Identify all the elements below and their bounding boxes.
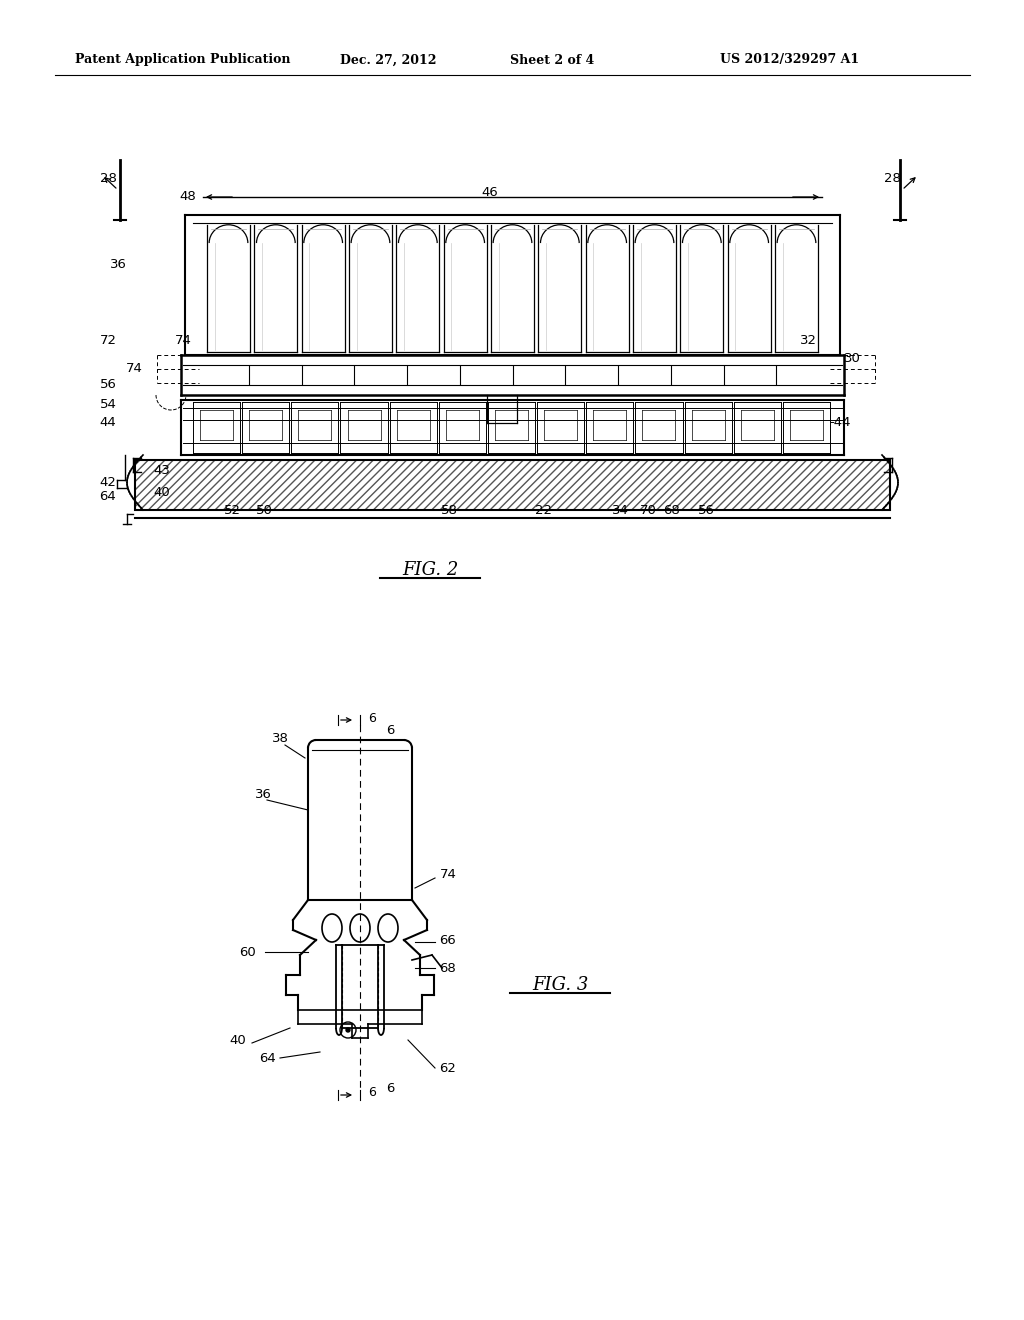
Text: US 2012/329297 A1: US 2012/329297 A1 [720,54,859,66]
Text: 74: 74 [439,869,457,882]
Text: 52: 52 [223,503,241,516]
Text: 62: 62 [439,1061,457,1074]
Circle shape [346,1028,350,1032]
Text: FIG. 3: FIG. 3 [531,975,588,994]
Text: 36: 36 [255,788,271,801]
Text: 6: 6 [386,1081,394,1094]
Text: 40: 40 [154,486,170,499]
Text: 64: 64 [99,490,117,503]
Text: FIG. 2: FIG. 2 [401,561,458,579]
Text: Patent Application Publication: Patent Application Publication [75,54,291,66]
Text: 74: 74 [174,334,191,346]
Text: 58: 58 [440,503,458,516]
Text: 50: 50 [256,503,272,516]
Text: Dec. 27, 2012: Dec. 27, 2012 [340,54,436,66]
Text: 74: 74 [126,362,142,375]
Text: 44: 44 [99,417,117,429]
Text: 6: 6 [368,1086,376,1100]
Bar [136,461,889,510]
Text: 70: 70 [640,503,656,516]
Text: 6: 6 [368,711,376,725]
Text: 34: 34 [611,503,629,516]
Text: 60: 60 [240,945,256,958]
Text: Sheet 2 of 4: Sheet 2 of 4 [510,54,594,66]
Text: 43: 43 [154,463,170,477]
Text: 64: 64 [260,1052,276,1064]
Text: 56: 56 [697,503,715,516]
Text: -44: -44 [829,417,851,429]
Text: 6: 6 [386,723,394,737]
Text: 36: 36 [110,259,126,272]
Text: 66: 66 [439,933,457,946]
Text: 72: 72 [99,334,117,346]
Text: 32: 32 [800,334,816,346]
Text: 54: 54 [99,399,117,412]
Text: 40: 40 [229,1034,247,1047]
Text: 46: 46 [481,186,499,198]
Text: 68: 68 [439,961,457,974]
Text: 38: 38 [271,731,289,744]
Text: 48: 48 [179,190,197,202]
Text: 42: 42 [99,475,117,488]
Text: 30: 30 [844,351,860,364]
Text: 68: 68 [664,503,680,516]
Text: 22: 22 [535,503,552,516]
Text: 28: 28 [99,172,117,185]
Bar [135,459,890,510]
Text: 28: 28 [884,172,900,185]
Text: 56: 56 [99,379,117,392]
